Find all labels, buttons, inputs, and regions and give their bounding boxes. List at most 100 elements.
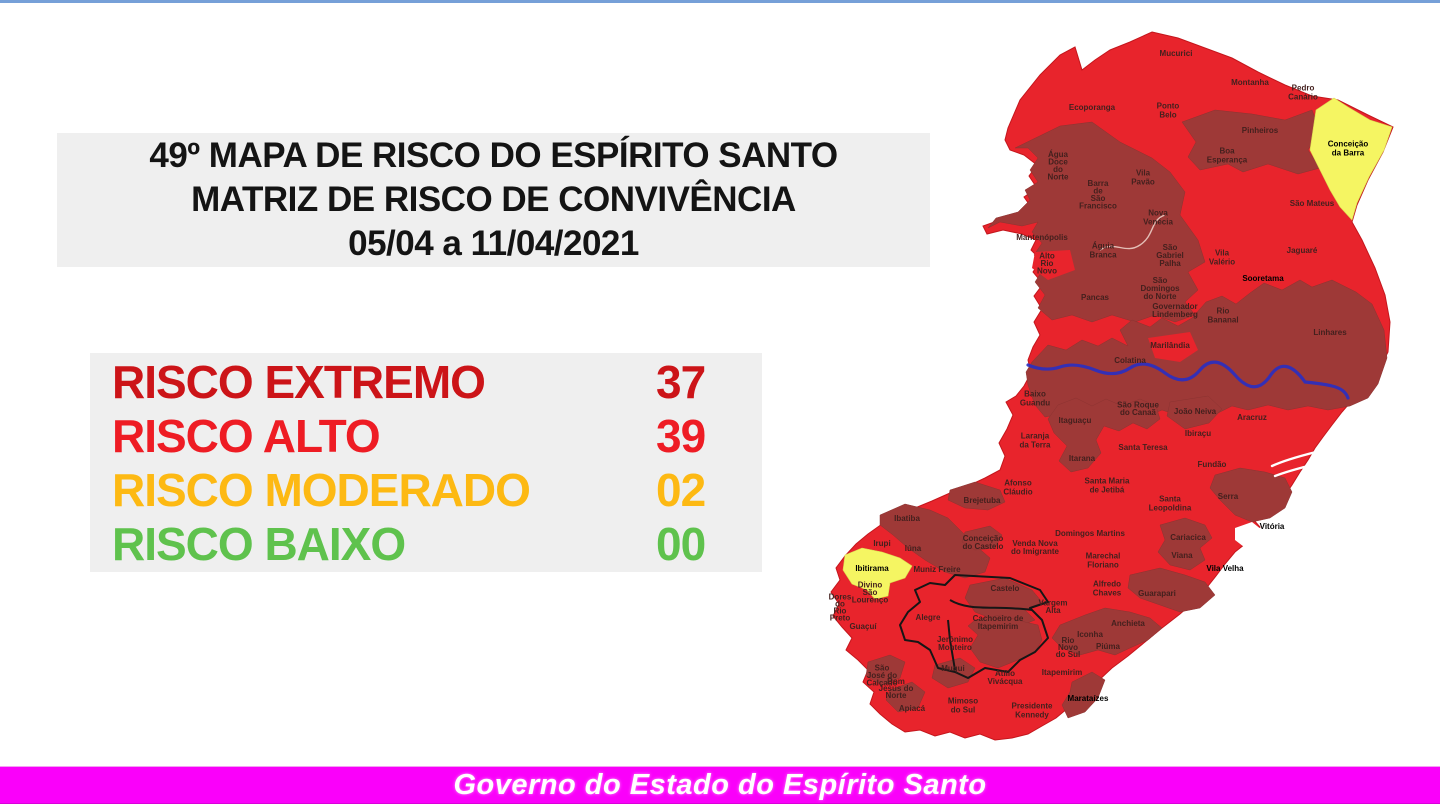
- municipality-label: Alfredo Chaves: [1093, 580, 1122, 598]
- municipality-label: Santa Teresa: [1118, 443, 1168, 452]
- municipality-label: Vila Velha: [1206, 564, 1244, 573]
- municipality-label: Castelo: [991, 584, 1020, 593]
- municipality-label: Itarana: [1069, 454, 1096, 463]
- municipality-label: Fundão: [1198, 460, 1227, 469]
- legend-count-low: 00: [656, 517, 706, 570]
- municipality-label: Alegre: [916, 613, 941, 622]
- municipality-label: Rio Novo do Sul: [1056, 636, 1080, 659]
- municipality-label: Presidente Kennedy: [1012, 702, 1053, 720]
- municipality-label: Brejetuba: [964, 496, 1001, 505]
- legend-count-high: 39: [656, 409, 706, 462]
- legend-count-moderate: 02: [656, 463, 706, 516]
- municipality-label: Vila Valério: [1209, 249, 1235, 267]
- municipality-label: Nova Venécia: [1143, 209, 1173, 227]
- municipality-label: Sooretama: [1242, 274, 1284, 283]
- municipality-label: Conceição do Castelo: [963, 534, 1004, 551]
- municipality-label: São Gabriel Palha: [1156, 243, 1184, 268]
- municipality-label: Marilândia: [1150, 341, 1190, 350]
- municipality-label: São Domingos do Norte: [1140, 276, 1180, 301]
- municipality-label: Alto Rio Novo: [1037, 252, 1057, 276]
- conceicao-da-barra-region: [1309, 97, 1393, 221]
- municipality-label: Iúna: [905, 544, 922, 553]
- municipality-label: Barra de São Francisco: [1079, 179, 1117, 211]
- municipality-label: João Neiva: [1174, 407, 1217, 416]
- legend-row-low: RISCO BAIXO 00: [90, 517, 762, 571]
- municipality-label: Muniz Freire: [913, 565, 961, 574]
- legend-row-high: RISCO ALTO 39: [90, 409, 762, 463]
- risk-legend: RISCO EXTREMO 37 RISCO ALTO 39 RISCO MOD…: [90, 353, 762, 572]
- municipality-label: Conceição da Barra: [1328, 140, 1369, 158]
- espirito-santo-risk-map: Mucurici Montanha Pedro Canário Ecoporanga Po…: [820, 20, 1410, 760]
- legend-label-low: RISCO BAIXO: [112, 517, 406, 570]
- legend-row-moderate: RISCO MODERADO 02: [90, 463, 762, 517]
- municipality-label: Bom Jesus do Norte: [879, 677, 914, 700]
- municipality-label: Apiacá: [899, 704, 926, 713]
- municipality-label: Vila Pavão: [1131, 169, 1155, 187]
- municipality-label: Itaguaçu: [1059, 416, 1092, 425]
- municipality-label: Boa Esperança: [1207, 147, 1248, 165]
- municipality-label: Iconha: [1077, 630, 1103, 639]
- municipality-labels: Mucurici Montanha Pedro Canário Ecoporanga Po…: [829, 49, 1369, 720]
- municipality-label: Ecoporanga: [1069, 103, 1116, 112]
- title-panel: 49º MAPA DE RISCO DO ESPÍRITO SANTO MATR…: [57, 133, 930, 267]
- municipality-label: São José do Calçado: [866, 664, 897, 688]
- footer-banner: Governo do Estado do Espírito Santo: [0, 766, 1440, 804]
- municipality-label: Governador Lindemberg: [1152, 302, 1198, 319]
- municipality-label: Dores do Rio Preto: [829, 593, 852, 623]
- municipality-label: Divino São Lourenço: [852, 581, 889, 605]
- risk-high-patches: [1032, 250, 1198, 362]
- municipality-label: Muqui: [941, 664, 965, 673]
- municipality-label: Santa Leopoldina: [1149, 495, 1192, 513]
- municipality-label: Guaçuí: [849, 622, 877, 631]
- municipality-label: Água Doce do Norte: [1048, 150, 1069, 182]
- municipality-label: Vargem Alta: [1039, 598, 1068, 615]
- municipality-label: Vitória: [1260, 522, 1285, 531]
- municipality-label: São Mateus: [1290, 199, 1335, 208]
- legend-label-moderate: RISCO MODERADO: [112, 463, 531, 516]
- municipality-label: Marechal Floriano: [1086, 552, 1121, 570]
- municipality-label: Pancas: [1081, 293, 1110, 302]
- municipality-label: Guarapari: [1138, 589, 1176, 598]
- municipality-label: Pinheiros: [1242, 126, 1279, 135]
- municipality-label: Viana: [1171, 551, 1193, 560]
- municipality-label: Anchieta: [1111, 619, 1145, 628]
- municipality-label: Cachoeiro de Itapemirim: [973, 614, 1024, 631]
- municipality-label: Mantenópolis: [1016, 233, 1068, 242]
- legend-row-extreme: RISCO EXTREMO 37: [90, 355, 762, 409]
- ibitirama-region: [842, 547, 913, 600]
- municipality-label: Piúma: [1096, 642, 1121, 651]
- municipality-label: Aracruz: [1237, 413, 1267, 422]
- municipality-label: Ponto Belo: [1157, 102, 1180, 120]
- municipality-label: Cariacica: [1170, 533, 1206, 542]
- municipality-label: Montanha: [1231, 78, 1269, 87]
- title-line-2: MATRIZ DE RISCO DE CONVIVÊNCIA: [191, 180, 796, 219]
- municipality-label: Laranja da Terra: [1020, 432, 1052, 450]
- municipality-label: Ibiraçu: [1185, 429, 1211, 438]
- highlighted-cluster-outline: [899, 574, 1049, 679]
- municipality-label: Domingos Martins: [1055, 529, 1125, 538]
- municipality-label: Irupi: [873, 539, 890, 548]
- municipality-label: Rio Bananal: [1207, 307, 1238, 325]
- road-line: [1099, 214, 1166, 251]
- state-map-svg: Mucurici Montanha Pedro Canário Ecoporanga Po…: [829, 31, 1394, 741]
- municipality-label: Mucurici: [1160, 49, 1193, 58]
- municipality-label: Atílio Vivácqua: [988, 669, 1024, 686]
- municipality-label: Afonso Cláudio: [1003, 479, 1032, 497]
- title-line-3: 05/04 a 11/04/2021: [348, 224, 639, 263]
- municipality-label: São Roque do Canaã: [1117, 400, 1159, 417]
- legend-label-extreme: RISCO EXTREMO: [112, 355, 486, 408]
- municipality-label: Serra: [1218, 492, 1239, 501]
- slide-top-border: [0, 0, 1440, 3]
- coast-inlet-2: [1273, 463, 1314, 478]
- municipality-label: Pedro Canário: [1288, 84, 1318, 102]
- footer-text: Governo do Estado do Espírito Santo: [453, 768, 987, 801]
- legend-count-extreme: 37: [656, 355, 706, 408]
- coast-inlet-1: [1270, 450, 1318, 468]
- municipality-label: Jerônimo Monteiro: [937, 635, 973, 652]
- municipality-label: Colatina: [1114, 356, 1146, 365]
- municipality-label: Mimoso do Sul: [948, 697, 978, 715]
- municipality-label: Águia Branca: [1089, 242, 1117, 260]
- risk-moderate-regions: [842, 97, 1393, 600]
- municipality-label: Venda Nova do Imigrante: [1011, 539, 1060, 556]
- municipality-label: Ibatiba: [894, 514, 920, 523]
